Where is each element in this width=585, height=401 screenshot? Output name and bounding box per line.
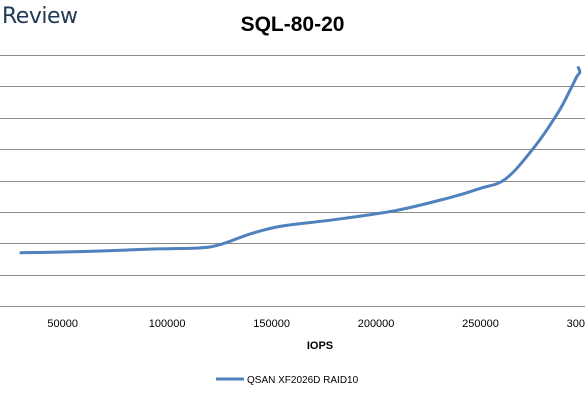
x-tick-label: 150000 <box>253 318 290 330</box>
x-tick-label: 300000 <box>567 318 585 330</box>
series-line-1 <box>19 66 582 255</box>
x-axis-title: IOPS <box>307 340 333 352</box>
gridlines <box>0 55 585 307</box>
legend-label: QSAN XF2026D RAID10 <box>247 375 359 386</box>
x-tick-label: 200000 <box>358 318 395 330</box>
x-tick-label: 250000 <box>462 318 499 330</box>
x-axis-ticks: 50000 100000 150000 200000 250000 300000 <box>47 318 585 330</box>
legend: QSAN XF2026D RAID10 <box>216 375 359 386</box>
series-layer <box>19 66 582 255</box>
x-tick-label: 50000 <box>47 318 78 330</box>
brand-logo: Review <box>2 4 78 29</box>
chart-title: SQL-80-20 <box>240 13 345 36</box>
x-tick-label: 100000 <box>149 318 186 330</box>
